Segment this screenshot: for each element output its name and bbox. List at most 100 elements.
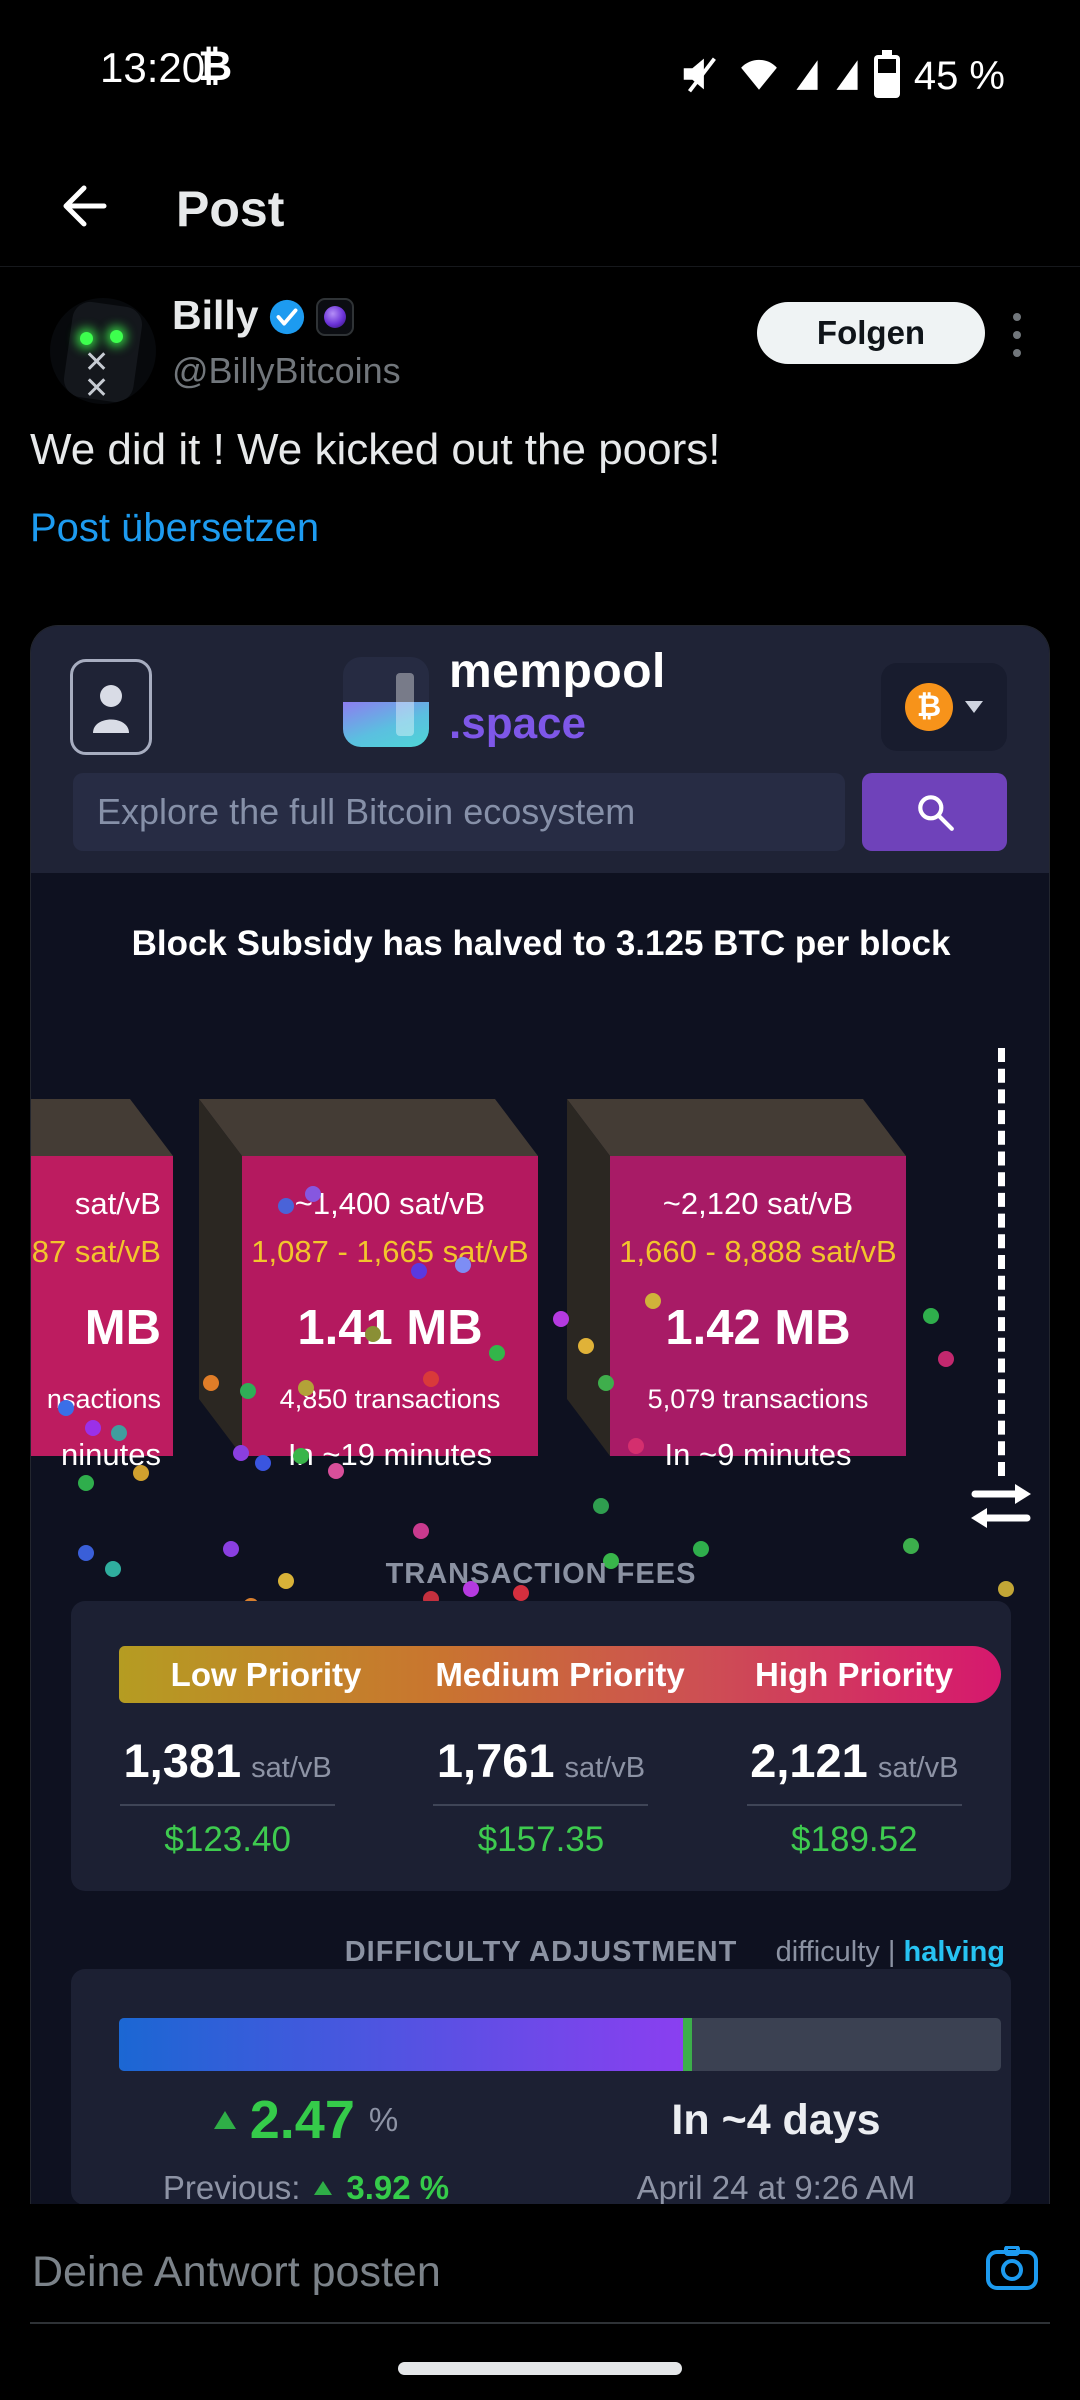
block-front-face: sat/vB 87 sat/vB MB nsactions ninutes xyxy=(31,1156,173,1472)
difficulty-progress-marker xyxy=(683,2018,693,2071)
battery-percent: 45 % xyxy=(913,54,1005,98)
author-name[interactable]: Billy xyxy=(172,292,259,338)
block-top-face xyxy=(199,1099,538,1156)
reply-bar: Deine Antwort posten xyxy=(0,2204,1080,2400)
block-top-face xyxy=(567,1099,906,1156)
block-tx-count: nsactions xyxy=(46,1384,161,1414)
difficulty-card: 2.47 % In ~4 days Previous: 3.92 % April… xyxy=(71,1969,1011,2204)
bitcoin-icon: ₿ xyxy=(198,42,233,89)
user-icon xyxy=(70,659,152,755)
fee-tier-label: Medium Priority xyxy=(435,1655,685,1693)
muted-icon xyxy=(678,51,724,102)
fee-rate: 1,381 xyxy=(123,1734,242,1787)
chain-divider-dashed-line xyxy=(998,1048,1005,1476)
difficulty-progress-fill xyxy=(119,2018,684,2071)
block-tx-count: 5,079 transactions xyxy=(647,1384,869,1414)
difficulty-eta: In ~4 days xyxy=(671,2095,881,2144)
fee-usd: $189.52 xyxy=(791,1820,918,1859)
embedded-image-mempool[interactable]: mempool .space ₿ Block Subsidy has halve… xyxy=(30,625,1050,2204)
fee-unit: sat/vB xyxy=(877,1752,959,1784)
avatar-glyph: ✕ ✕ xyxy=(84,346,109,404)
page-title: Post xyxy=(176,181,285,237)
difficulty-date-group: April 24 at 9:26 AM xyxy=(541,2169,1011,2204)
mempool-block-right: ~2,120 sat/vB 1,660 - 8,888 sat/vB 1.42 … xyxy=(567,1099,906,1472)
block-top-face xyxy=(30,1099,173,1156)
difficulty-change-value: 2.47 xyxy=(249,2090,355,2150)
more-menu-icon[interactable] xyxy=(1012,312,1022,363)
status-icons: 45 % xyxy=(678,50,1005,103)
mempool-header: mempool .space ₿ xyxy=(31,626,1049,873)
follow-button-label: Folgen xyxy=(816,314,926,351)
difficulty-eta-group: In ~4 days xyxy=(541,2089,1011,2151)
fee-column-low: 1,381 sat/vB $123.40 xyxy=(71,1733,384,1860)
fee-usd: $123.40 xyxy=(164,1820,291,1859)
subsidy-banner: Block Subsidy has halved to 3.125 BTC pe… xyxy=(131,924,951,963)
up-triangle-icon xyxy=(314,2181,333,2195)
mempool-logo-name: mempool xyxy=(449,645,666,698)
author-handle[interactable]: @BillyBitcoins xyxy=(172,350,401,391)
network-selector: ₿ xyxy=(881,663,1007,751)
mempool-block-middle: ~1,400 sat/vB 1,087 - 1,665 sat/vB 1.41 … xyxy=(199,1099,538,1472)
block-fee-range: 1,660 - 8,888 sat/vB xyxy=(619,1234,897,1269)
search-icon xyxy=(917,795,954,831)
reply-input[interactable]: Deine Antwort posten xyxy=(32,2248,441,2296)
previous-label: Previous: xyxy=(162,2169,301,2204)
fee-usd: $157.35 xyxy=(477,1820,605,1859)
mempool-logo-text: mempool .space xyxy=(449,648,666,746)
fee-divider xyxy=(120,1804,336,1806)
block-median-fee: ~2,120 sat/vB xyxy=(662,1186,854,1221)
legend-halving: halving xyxy=(903,1936,1005,1968)
battery-icon xyxy=(873,50,900,103)
legend-separator: | xyxy=(887,1936,896,1968)
difficulty-stats-row: 2.47 % In ~4 days xyxy=(71,2089,1011,2151)
back-arrow-icon[interactable] xyxy=(56,178,112,234)
fee-tier-label: High Priority xyxy=(754,1655,954,1693)
difficulty-progress-bar xyxy=(119,2018,1001,2071)
translate-link[interactable]: Post übersetzen xyxy=(30,506,320,550)
block-side-face xyxy=(199,1099,242,1456)
fee-rate: 2,121 xyxy=(750,1734,868,1787)
difficulty-change-unit: % xyxy=(368,2101,399,2138)
fee-column-high: 2,121 sat/vB $189.52 xyxy=(698,1733,1011,1860)
fee-divider xyxy=(433,1804,649,1806)
previous-value: 3.92 % xyxy=(346,2169,450,2204)
reply-divider xyxy=(30,2322,1050,2324)
transaction-fees-title: TRANSACTION FEES xyxy=(385,1558,697,1590)
signal-icon-sim1 xyxy=(794,56,820,97)
avatar[interactable]: ✕ ✕ xyxy=(50,298,156,404)
block-fee-range: 1,087 - 1,665 sat/vB xyxy=(251,1234,529,1269)
post-text: We did it ! We kicked out the poors! xyxy=(30,425,721,474)
fee-unit: sat/vB xyxy=(251,1752,332,1784)
difficulty-previous-row: Previous: 3.92 % April 24 at 9:26 AM xyxy=(71,2169,1011,2204)
gesture-navigation-pill[interactable] xyxy=(398,2362,682,2375)
mempool-logo-tld: .space xyxy=(449,699,586,748)
up-triangle-icon xyxy=(213,2111,236,2129)
status-time: 13:20 xyxy=(100,44,206,91)
block-side-face xyxy=(567,1099,610,1456)
difficulty-legend: difficulty | halving xyxy=(776,1936,1005,1969)
btc-logo-icon: ₿ xyxy=(905,683,953,731)
header-divider xyxy=(0,266,1080,267)
difficulty-previous-group: Previous: 3.92 % xyxy=(71,2169,541,2204)
camera-icon[interactable] xyxy=(986,2245,1038,2292)
follow-button[interactable]: Folgen xyxy=(757,302,985,364)
block-eta: ninutes xyxy=(61,1437,161,1472)
legend-difficulty: difficulty xyxy=(775,1936,880,1968)
wifi-icon xyxy=(738,55,780,98)
fee-rate: 1,761 xyxy=(436,1734,555,1787)
chevron-down-icon xyxy=(965,701,983,713)
difficulty-date: April 24 at 9:26 AM xyxy=(636,2169,916,2204)
mempool-logo-icon xyxy=(343,657,429,747)
block-eta: In ~9 minutes xyxy=(664,1437,852,1472)
block-eta: In ~19 minutes xyxy=(287,1437,493,1472)
difficulty-adjustment-title: DIFFICULTY ADJUSTMENT xyxy=(344,1936,738,1968)
search-button xyxy=(862,773,1007,851)
affiliate-badge-icon xyxy=(316,298,354,336)
block-tx-count: 4,850 transactions xyxy=(279,1384,501,1414)
verified-badge-icon xyxy=(268,298,306,336)
fee-columns: 1,381 sat/vB $123.40 1,761 sat/vB $157.35 … xyxy=(71,1733,1011,1860)
block-fee-range: 87 sat/vB xyxy=(31,1234,161,1269)
block-size: 1.41 MB xyxy=(297,1301,483,1355)
avatar-eye-left xyxy=(80,332,93,345)
